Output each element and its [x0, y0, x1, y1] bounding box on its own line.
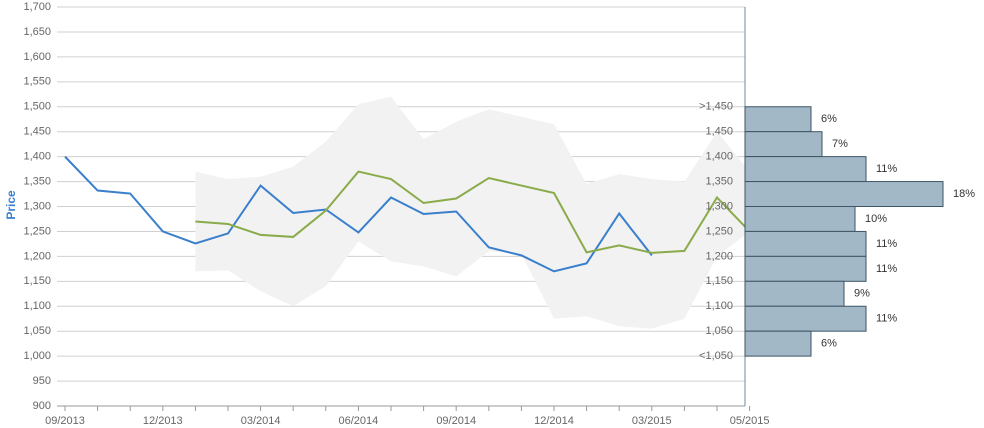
hist-bar — [744, 106, 812, 133]
hist-bar — [744, 280, 845, 307]
y-axis-label: Price — [4, 190, 18, 220]
hist-bin-label: 1,250 — [705, 225, 733, 237]
hist-bar — [744, 255, 867, 282]
hist-bin-label: <1,050 — [699, 350, 733, 362]
series-line — [64, 155, 653, 273]
hist-value-label: 11% — [876, 238, 897, 250]
y-tick-label: 1,150 — [23, 275, 51, 287]
y-tick-label: 1,500 — [23, 101, 51, 113]
y-tick-label: 1,550 — [23, 76, 51, 88]
hist-bin-label: >1,450 — [699, 101, 733, 113]
x-tick-label: 12/2014 — [534, 415, 574, 427]
hist-bar — [744, 206, 856, 232]
x-tick-label: 09/2013 — [45, 415, 85, 427]
hist-bin-label: 1,200 — [705, 250, 733, 262]
y-tick-label: 1,400 — [23, 151, 51, 163]
y-tick-label: 1,300 — [23, 200, 51, 212]
x-tick-label: 03/2014 — [241, 415, 281, 427]
x-tick-label: 06/2014 — [339, 415, 379, 427]
y-tick-label: 1,000 — [23, 350, 51, 362]
hist-value-label: 6% — [821, 338, 837, 350]
hist-value-label: 18% — [953, 188, 975, 200]
hist-bin-label: 1,400 — [705, 151, 733, 163]
x-tick-label: 03/2015 — [632, 415, 672, 427]
y-tick-label: 1,450 — [23, 126, 51, 138]
hist-value-label: 10% — [865, 213, 887, 225]
x-tick-label: 12/2013 — [143, 415, 183, 427]
y-tick-label: 1,050 — [23, 325, 51, 337]
x-tick-label: 05/2015 — [730, 415, 770, 427]
hist-value-label: 11% — [876, 313, 897, 325]
hist-value-label: 11% — [876, 163, 897, 175]
hist-value-label: 7% — [832, 138, 848, 150]
x-tick-label: 09/2014 — [436, 415, 476, 427]
y-tick-label: 950 — [33, 375, 51, 387]
hist-value-label: 6% — [821, 113, 837, 125]
hist-bar — [744, 230, 867, 257]
forecast-band — [195, 96, 750, 329]
hist-bar — [744, 330, 812, 357]
y-tick-label: 1,600 — [23, 51, 51, 63]
hist-bar — [744, 131, 823, 158]
hist-bar — [744, 181, 944, 207]
y-tick-label: 1,250 — [23, 225, 51, 237]
hist-bin-label: 1,050 — [705, 325, 733, 337]
hist-value-label: 11% — [876, 263, 897, 275]
y-tick-label: 1,100 — [23, 300, 51, 312]
y-tick-label: 1,700 — [23, 1, 51, 13]
y-tick-label: 1,350 — [23, 175, 51, 187]
hist-bin-label: 1,100 — [705, 300, 733, 312]
hist-value-label: 9% — [854, 288, 870, 300]
y-tick-label: 1,650 — [23, 26, 51, 38]
y-tick-label: 900 — [33, 400, 51, 412]
hist-bin-label: 1,450 — [705, 126, 733, 138]
series-line — [195, 170, 751, 254]
hist-bin-label: 1,350 — [705, 175, 733, 187]
y-tick-label: 1,200 — [23, 250, 51, 262]
hist-bar — [744, 156, 867, 183]
hist-bar — [744, 305, 867, 332]
hist-bin-label: 1,300 — [705, 200, 733, 212]
hist-bin-label: 1,150 — [705, 275, 733, 287]
